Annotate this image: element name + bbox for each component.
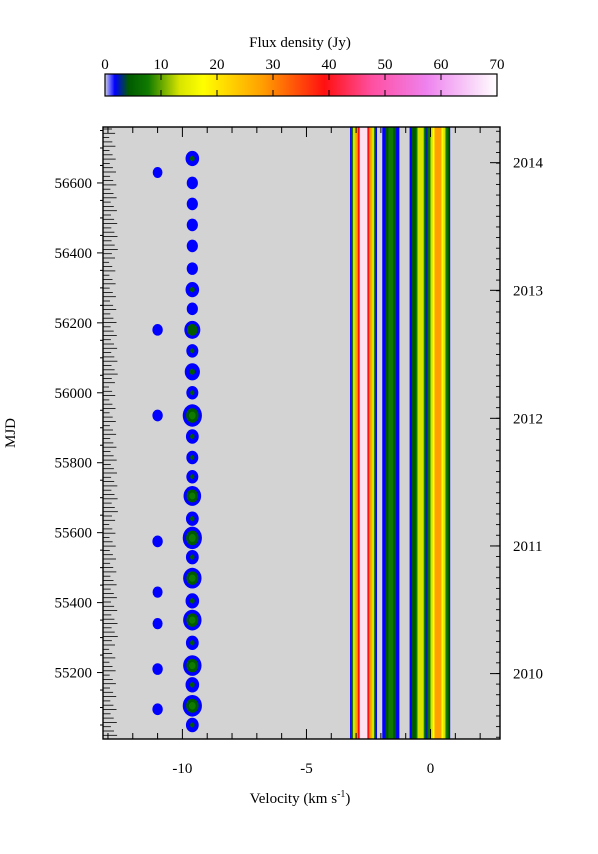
- peak-b-band: [388, 127, 394, 739]
- peak-d-band: [434, 127, 442, 739]
- blue-component-flare: [190, 390, 195, 396]
- blue-component-flare: [189, 326, 196, 333]
- x-axis-label-main: Velocity (km s: [250, 791, 338, 807]
- y-axis-label: MJD: [3, 418, 19, 448]
- blue-component-flare: [190, 433, 195, 440]
- x-axis-label-suffix: ): [345, 791, 350, 807]
- weak-component-flare: [155, 667, 160, 672]
- colorbar-tick-label: 30: [266, 57, 281, 73]
- blue-component-flare: [190, 348, 195, 354]
- y-tick-label: 55800: [55, 456, 93, 472]
- blue-component-flare: [189, 155, 195, 162]
- blue-component-flare: [190, 640, 195, 646]
- x-tick-label: -10: [172, 761, 192, 777]
- y2-tick-label: 2014: [513, 156, 544, 172]
- blue-component-flare: [190, 722, 195, 728]
- colorbar-tick-label: 70: [490, 57, 505, 73]
- x-axis: -10 -5 0: [107, 127, 481, 777]
- weak-component-flare: [155, 707, 160, 712]
- blue-component-flare: [189, 682, 195, 688]
- blue-component-flare: [189, 286, 195, 293]
- y-tick-label: 56600: [55, 176, 93, 192]
- colorbar-tick-label: 50: [378, 57, 393, 73]
- heatmap-marks: [152, 127, 451, 739]
- blue-component-flare: [189, 368, 195, 375]
- y-tick-label: 55400: [55, 596, 93, 612]
- blue-component-flare: [189, 574, 196, 582]
- blue-component-flare: [188, 533, 196, 542]
- blue-component-flare: [189, 598, 195, 604]
- weak-component-flare: [155, 590, 160, 595]
- x-axis-label-superscript: -1: [337, 789, 345, 800]
- y2-tick-label: 2011: [513, 539, 542, 555]
- y-tick-label: 55600: [55, 526, 93, 542]
- colorbar-tick-label: 0: [101, 57, 109, 73]
- blue-component-flare: [190, 266, 195, 271]
- x-tick-label: 0: [427, 761, 435, 777]
- y2-tick-label: 2012: [513, 411, 543, 427]
- blue-component-flare: [190, 243, 195, 249]
- plot-frame: [102, 126, 501, 740]
- y2-tick-label: 2013: [513, 283, 543, 299]
- weak-component-flare: [155, 327, 160, 332]
- main-peak-band: [359, 127, 368, 739]
- colorbar-tick-label: 40: [322, 57, 337, 73]
- blue-component-flare: [189, 492, 196, 500]
- blue-component-flare: [189, 616, 196, 624]
- y2-axis-years: 2010 2011 2012 2013 2014: [490, 130, 544, 738]
- weak-component-flare: [155, 621, 160, 626]
- x-axis-label: Velocity (km s-1): [250, 789, 351, 807]
- blue-component-flare: [188, 411, 196, 420]
- blue-component-flare: [190, 554, 195, 560]
- observation-epoch-ticks: [103, 128, 118, 736]
- peak-c-band: [417, 127, 424, 739]
- blue-component-flare: [189, 661, 196, 670]
- blue-component-flare: [190, 516, 195, 522]
- y-tick-label: 56400: [55, 246, 93, 262]
- blue-component-flare: [190, 306, 195, 312]
- blue-component-flare: [190, 455, 195, 460]
- colorbar-label: Flux density (Jy): [249, 35, 351, 51]
- blue-component-flare: [188, 701, 196, 710]
- colorbar-tick-label: 60: [434, 57, 449, 73]
- colorbar-tick-label: 10: [154, 57, 169, 73]
- x-tick-label: -5: [300, 761, 313, 777]
- colorbar-gradient: [104, 73, 498, 97]
- weak-component-flare: [155, 413, 160, 418]
- y-tick-label: 56200: [55, 316, 93, 332]
- blue-component-flare: [190, 201, 195, 207]
- weak-component-flare: [155, 170, 160, 175]
- colorbar: Flux density (Jy) 0 10 20 30 40 50 60 70: [101, 35, 505, 97]
- plot-panel: -10 -5 0 55200 55400 55600 55800 56000 56200 564…: [55, 126, 544, 777]
- y-tick-label: 55200: [55, 666, 93, 682]
- y2-tick-label: 2010: [513, 667, 543, 683]
- blue-component-flare: [190, 180, 195, 186]
- y-axis: 55200 55400 55600 55800 56000 56200 56400 56600: [55, 129, 103, 726]
- blue-component-flare: [190, 222, 195, 228]
- y-tick-label: 56000: [55, 386, 93, 402]
- colorbar-tick-labels: 0 10 20 30 40 50 60 70: [101, 57, 504, 73]
- weak-component-flare: [155, 539, 160, 544]
- colorbar-tick-label: 20: [210, 57, 225, 73]
- blue-component-flare: [190, 474, 195, 480]
- colorbar-ticks: [104, 74, 498, 96]
